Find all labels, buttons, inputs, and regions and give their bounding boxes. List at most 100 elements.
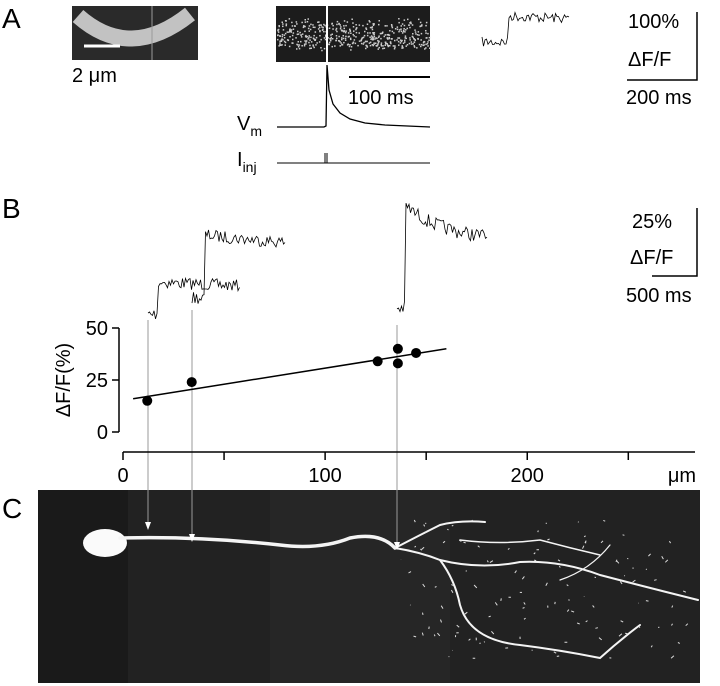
pixel [373, 43, 375, 46]
scale-label: 25% [632, 211, 672, 233]
pixel [278, 25, 280, 27]
pixel [277, 29, 279, 32]
pixel [339, 41, 341, 43]
pixel [403, 19, 406, 21]
pixel [417, 31, 420, 33]
spine [433, 634, 436, 637]
pixel [300, 40, 302, 43]
pixel [386, 37, 389, 39]
pixel [389, 30, 391, 32]
pixel [367, 32, 369, 34]
panel-label: B [2, 193, 21, 224]
pixel [354, 42, 357, 45]
pixel [406, 44, 409, 46]
pixel [342, 37, 345, 40]
pixel [404, 35, 407, 37]
pixel [320, 24, 322, 26]
scale-bar [627, 12, 698, 81]
pixel [308, 36, 310, 39]
pixel [318, 41, 321, 43]
pixel [353, 39, 356, 41]
spine [413, 635, 417, 638]
pixel [398, 21, 400, 24]
pixel [340, 26, 342, 28]
x-tick-label: 200 [511, 465, 544, 487]
pixel [384, 25, 386, 27]
pixel [324, 24, 326, 27]
pixel [305, 43, 307, 45]
pixel [373, 23, 375, 25]
pixel [355, 31, 358, 34]
pixel [424, 48, 426, 50]
spine [437, 632, 441, 637]
pixel [284, 41, 287, 44]
spines [400, 519, 689, 659]
fluorescence-trace [191, 229, 286, 304]
image-tile [270, 490, 450, 683]
pixel [412, 33, 414, 35]
pixel [398, 37, 401, 39]
pixel [319, 30, 321, 33]
pixel [404, 39, 406, 42]
spine [421, 546, 425, 550]
spine [477, 545, 480, 548]
pixel [291, 42, 293, 44]
pixel [330, 38, 332, 40]
pixel [413, 46, 416, 48]
spine [632, 579, 636, 583]
pixel [365, 47, 367, 50]
pixel [420, 25, 422, 27]
pixel [422, 42, 425, 44]
pixel [386, 44, 389, 46]
pixel [314, 26, 316, 29]
pixel [349, 28, 351, 31]
pixel [346, 44, 349, 46]
pixel [425, 43, 427, 46]
pixel [372, 32, 374, 34]
pixel [336, 30, 338, 33]
pixel [305, 41, 307, 43]
spine [434, 586, 437, 588]
pixel [400, 30, 403, 32]
pixel [423, 41, 425, 43]
pixel [297, 41, 299, 43]
pixel [280, 40, 283, 42]
spine [645, 600, 649, 602]
pixel [350, 49, 352, 51]
spine [420, 548, 423, 551]
pixel [402, 47, 404, 49]
pixel [414, 31, 417, 33]
pixel [410, 43, 413, 45]
pixel [296, 33, 299, 36]
pixel [421, 24, 423, 26]
pixel [335, 35, 338, 37]
pixel [366, 23, 369, 25]
scale-label: ΔF/F [630, 247, 673, 269]
pixel [339, 27, 342, 30]
pixel [283, 34, 286, 36]
pixel [318, 26, 321, 29]
spine [558, 565, 561, 568]
spine [566, 609, 570, 612]
pixel [331, 23, 333, 25]
pixel [282, 25, 284, 28]
pixel [304, 19, 306, 21]
pixel [295, 21, 298, 23]
pixel [404, 31, 406, 33]
pixel [414, 29, 416, 31]
pixel [287, 39, 290, 42]
pixel [396, 39, 398, 41]
spine [507, 548, 510, 550]
pixel [304, 40, 306, 42]
pixel [279, 43, 281, 46]
spine [422, 612, 424, 616]
spine [464, 611, 468, 615]
pixel [410, 22, 412, 25]
pixel [283, 37, 286, 39]
pixel [299, 31, 301, 34]
pixel [313, 46, 315, 49]
pixel [345, 35, 347, 38]
pixel [325, 36, 327, 38]
pixel [399, 39, 402, 41]
pixel [405, 45, 407, 47]
